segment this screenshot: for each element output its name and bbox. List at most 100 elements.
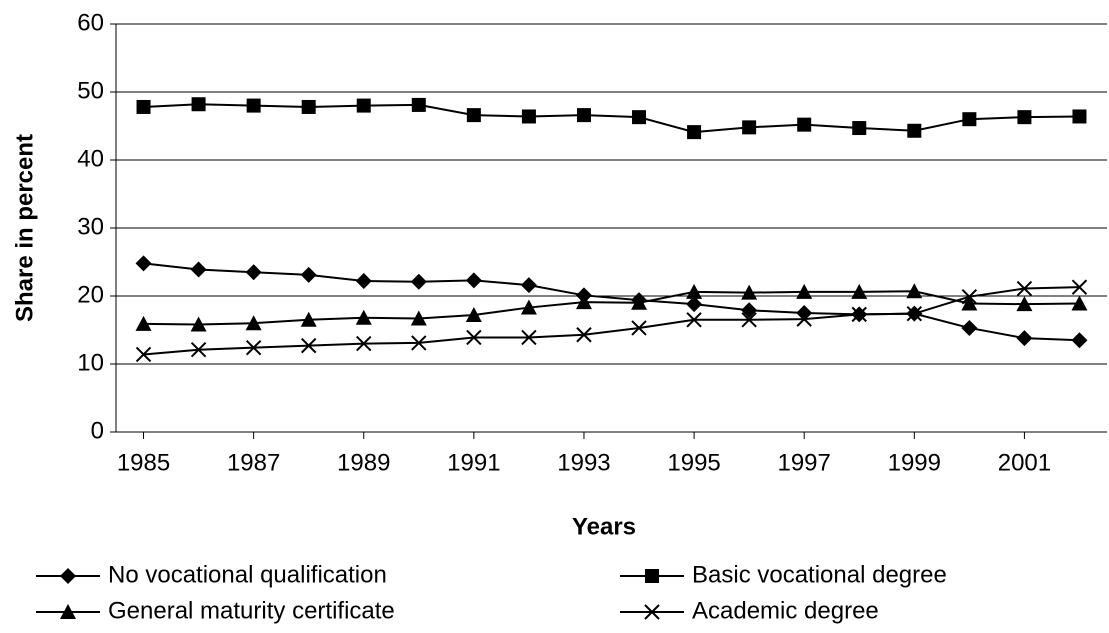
marker [135,315,152,331]
y-tick-label: 20 [77,281,104,308]
y-tick-label: 60 [77,9,104,36]
marker [520,277,537,294]
marker [796,311,812,327]
marker [356,98,371,113]
marker [411,97,426,112]
marker [906,283,923,299]
x-tick-label: 1999 [888,449,941,476]
marker [1071,279,1088,295]
marker [190,316,207,332]
marker [687,125,702,140]
marker [961,288,978,305]
legend-label: Basic vocational degree [692,561,947,588]
x-tick-label: 1989 [337,449,390,476]
legend-label: General maturity certificate [108,597,395,624]
marker [576,108,591,123]
x-tick-label: 1991 [447,449,500,476]
x-axis-title: Years [572,513,636,540]
marker [741,284,758,300]
marker [631,294,648,310]
marker [796,283,813,299]
marker [686,296,703,313]
marker [465,272,482,289]
series-line [143,262,1080,342]
marker [851,283,868,299]
marker [60,604,76,619]
marker [465,307,482,323]
marker [60,568,76,584]
marker [300,337,317,354]
series-line [143,290,1080,326]
marker [852,121,867,136]
marker [962,112,977,127]
marker [576,327,592,343]
marker [245,315,262,331]
x-tick-label: 1993 [557,449,610,476]
marker [190,261,207,278]
marker [1071,295,1088,311]
legend-label: No vocational qualification [108,561,387,588]
y-tick-label: 10 [77,349,104,376]
marker [797,117,812,132]
series-line [143,286,1080,356]
marker [686,312,702,328]
marker [355,273,372,290]
x-tick-label: 2001 [998,449,1051,476]
x-tick-label: 1995 [667,449,720,476]
marker [632,110,647,125]
marker [1072,109,1087,124]
marker [1016,280,1033,297]
marker [300,311,317,327]
marker [520,299,537,315]
marker [410,310,427,326]
marker [356,335,372,352]
marker [906,305,923,322]
marker [686,283,703,299]
marker [742,120,757,135]
marker [645,569,659,583]
marker [466,108,481,123]
marker [411,335,427,351]
y-tick-label: 40 [77,145,104,172]
marker [410,273,427,290]
series-line [143,103,1080,134]
y-tick-label: 30 [77,213,104,240]
marker [1017,110,1032,125]
y-tick-label: 50 [77,77,104,104]
marker [1016,330,1033,347]
marker [907,123,922,138]
marker [355,309,372,325]
marker [741,302,758,319]
marker [1071,332,1088,349]
x-tick-label: 1997 [777,449,830,476]
marker [246,98,261,113]
marker [135,255,152,272]
marker [301,99,316,114]
legend-label: Academic degree [692,597,879,624]
y-tick-label: 0 [91,417,104,444]
marker [245,339,262,356]
marker [521,329,537,346]
marker [644,604,660,620]
x-tick-label: 1987 [227,449,280,476]
marker [575,294,592,310]
marker [300,266,317,283]
marker [190,342,207,358]
marker [1016,296,1033,312]
marker [961,295,978,311]
marker [961,319,978,336]
marker [851,306,867,323]
marker [135,346,152,363]
marker [191,97,206,112]
marker [466,329,482,346]
marker [136,99,151,114]
marker [741,312,757,328]
y-axis-title: Share in percent [11,134,38,322]
marker [796,305,813,321]
x-tick-label: 1985 [117,449,170,476]
marker [631,320,647,336]
marker [245,264,262,281]
marker [521,109,536,124]
